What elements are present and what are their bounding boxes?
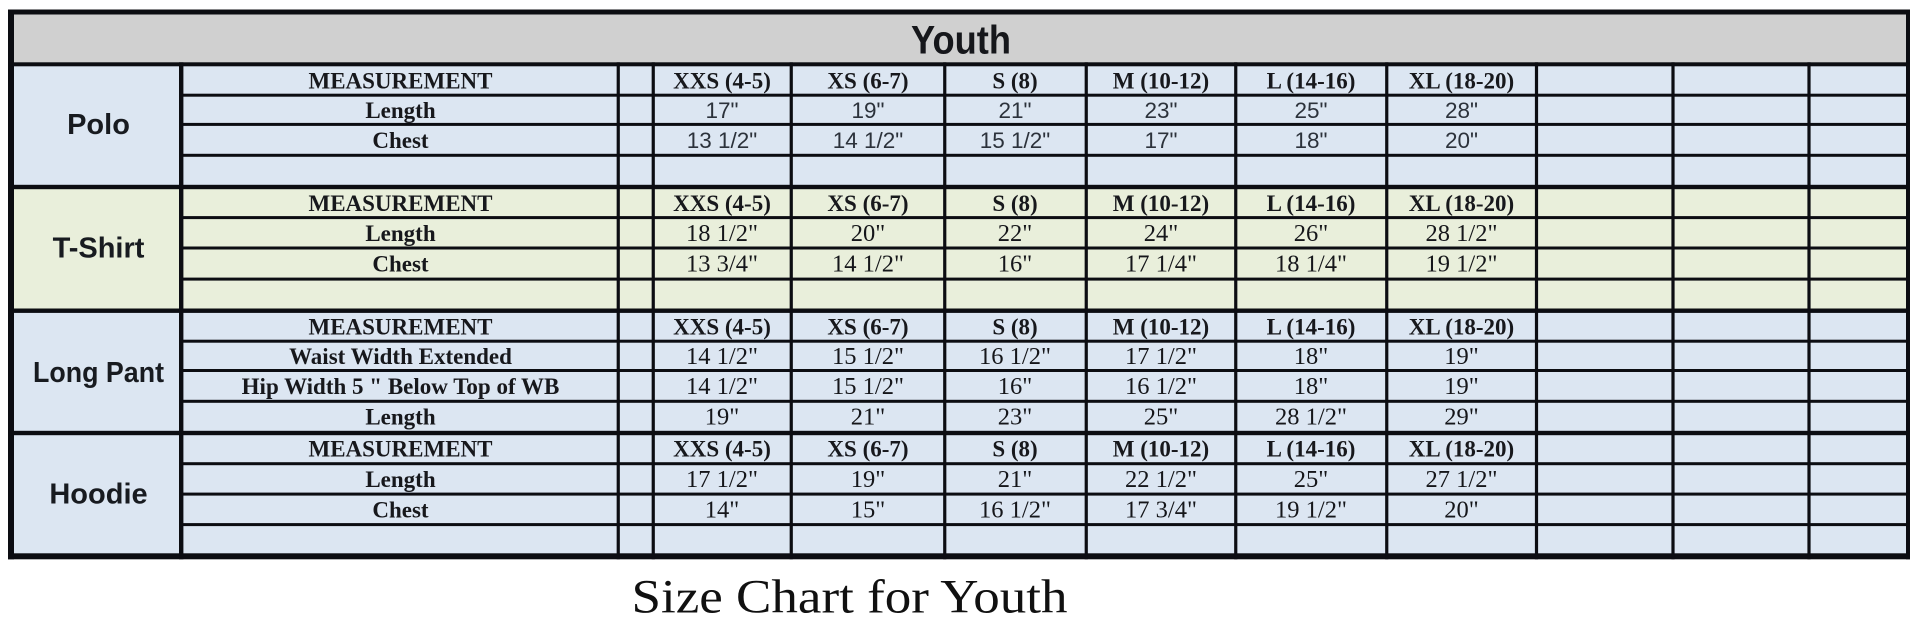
- svg-text:Long Pant: Long Pant: [33, 357, 164, 389]
- svg-text:14 1/2": 14 1/2": [686, 343, 758, 370]
- svg-text:MEASUREMENT: MEASUREMENT: [308, 437, 492, 462]
- svg-text:S (8): S (8): [992, 69, 1037, 94]
- svg-text:19": 19": [851, 98, 884, 123]
- svg-text:24": 24": [1144, 220, 1179, 247]
- svg-text:Waist Width Extended: Waist Width Extended: [289, 344, 512, 369]
- svg-text:18": 18": [1294, 128, 1327, 153]
- svg-text:17": 17": [705, 98, 738, 123]
- svg-text:Chest: Chest: [372, 252, 429, 277]
- svg-text:XL (18-20): XL (18-20): [1409, 191, 1514, 216]
- svg-text:XXS (4-5): XXS (4-5): [673, 69, 771, 94]
- svg-text:19": 19": [1444, 373, 1479, 400]
- svg-text:16": 16": [998, 373, 1033, 400]
- svg-text:20": 20": [1445, 128, 1478, 153]
- svg-text:29": 29": [1444, 404, 1479, 431]
- svg-text:14 1/2": 14 1/2": [833, 128, 904, 153]
- svg-text:17 1/2": 17 1/2": [1125, 343, 1197, 370]
- svg-text:15": 15": [851, 497, 886, 524]
- svg-text:MEASUREMENT: MEASUREMENT: [308, 315, 492, 340]
- svg-text:L (14-16): L (14-16): [1267, 437, 1356, 462]
- svg-text:23": 23": [1144, 98, 1177, 123]
- svg-text:25": 25": [1294, 98, 1327, 123]
- svg-text:17": 17": [1144, 128, 1177, 153]
- svg-text:S (8): S (8): [992, 191, 1037, 216]
- svg-text:S (8): S (8): [992, 315, 1037, 340]
- svg-text:21": 21": [998, 466, 1033, 493]
- svg-text:28": 28": [1445, 98, 1478, 123]
- svg-text:23": 23": [998, 404, 1033, 431]
- svg-text:25": 25": [1294, 466, 1329, 493]
- svg-text:XL (18-20): XL (18-20): [1409, 69, 1514, 94]
- svg-text:22": 22": [998, 220, 1033, 247]
- svg-text:20": 20": [851, 220, 886, 247]
- svg-text:M (10-12): M (10-12): [1113, 437, 1209, 462]
- svg-text:Chest: Chest: [372, 128, 429, 153]
- svg-text:19": 19": [705, 404, 740, 431]
- svg-text:14 1/2": 14 1/2": [686, 373, 758, 400]
- svg-text:14 1/2": 14 1/2": [832, 251, 904, 278]
- svg-text:XXS (4-5): XXS (4-5): [673, 191, 771, 216]
- svg-text:Hoodie: Hoodie: [49, 479, 147, 511]
- svg-text:21": 21": [998, 98, 1031, 123]
- svg-text:MEASUREMENT: MEASUREMENT: [308, 191, 492, 216]
- svg-text:14": 14": [705, 497, 740, 524]
- svg-text:XXS (4-5): XXS (4-5): [673, 437, 771, 462]
- svg-text:XXS (4-5): XXS (4-5): [673, 315, 771, 340]
- svg-text:15 1/2": 15 1/2": [980, 128, 1051, 153]
- svg-text:15 1/2": 15 1/2": [832, 373, 904, 400]
- svg-text:13 3/4": 13 3/4": [686, 251, 758, 278]
- svg-text:19 1/2": 19 1/2": [1275, 497, 1347, 524]
- svg-text:XL (18-20): XL (18-20): [1409, 315, 1514, 340]
- svg-text:Length: Length: [365, 221, 436, 246]
- svg-text:Length: Length: [365, 98, 436, 123]
- svg-text:17 3/4": 17 3/4": [1125, 497, 1197, 524]
- svg-text:21": 21": [851, 404, 886, 431]
- svg-text:XS (6-7): XS (6-7): [827, 191, 908, 216]
- svg-text:18 1/2": 18 1/2": [686, 220, 758, 247]
- svg-text:22 1/2": 22 1/2": [1125, 466, 1197, 493]
- svg-text:M (10-12): M (10-12): [1113, 191, 1209, 216]
- svg-text:Youth: Youth: [911, 19, 1011, 63]
- svg-text:25": 25": [1144, 404, 1179, 431]
- svg-text:Length: Length: [365, 405, 436, 430]
- svg-text:27 1/2": 27 1/2": [1426, 466, 1498, 493]
- svg-text:16 1/2": 16 1/2": [1125, 373, 1197, 400]
- svg-text:18 1/4": 18 1/4": [1275, 251, 1347, 278]
- svg-text:XS (6-7): XS (6-7): [827, 69, 908, 94]
- svg-text:18": 18": [1294, 373, 1329, 400]
- svg-text:28 1/2": 28 1/2": [1426, 220, 1498, 247]
- svg-text:M (10-12): M (10-12): [1113, 69, 1209, 94]
- svg-text:17 1/2": 17 1/2": [686, 466, 758, 493]
- svg-text:S (8): S (8): [992, 437, 1037, 462]
- svg-text:MEASUREMENT: MEASUREMENT: [308, 69, 492, 94]
- svg-text:26": 26": [1294, 220, 1329, 247]
- svg-text:Chest: Chest: [372, 498, 429, 523]
- svg-text:20": 20": [1444, 497, 1479, 524]
- svg-text:Size Chart for Youth: Size Chart for Youth: [632, 572, 1068, 624]
- svg-text:L (14-16): L (14-16): [1267, 69, 1356, 94]
- svg-text:XS (6-7): XS (6-7): [827, 315, 908, 340]
- svg-text:L (14-16): L (14-16): [1267, 191, 1356, 216]
- svg-text:28 1/2": 28 1/2": [1275, 404, 1347, 431]
- svg-text:XL (18-20): XL (18-20): [1409, 437, 1514, 462]
- svg-text:16 1/2": 16 1/2": [979, 343, 1051, 370]
- svg-text:Length: Length: [365, 467, 436, 492]
- svg-text:XS (6-7): XS (6-7): [827, 437, 908, 462]
- svg-text:19": 19": [851, 466, 886, 493]
- svg-text:19": 19": [1444, 343, 1479, 370]
- svg-text:18": 18": [1294, 343, 1329, 370]
- svg-text:Hip Width 5 " Below Top of WB: Hip Width 5 " Below Top of WB: [242, 374, 560, 399]
- svg-text:16": 16": [998, 251, 1033, 278]
- svg-text:L (14-16): L (14-16): [1267, 315, 1356, 340]
- svg-text:19 1/2": 19 1/2": [1426, 251, 1498, 278]
- svg-text:T-Shirt: T-Shirt: [53, 233, 145, 265]
- svg-text:15 1/2": 15 1/2": [832, 343, 904, 370]
- svg-text:M (10-12): M (10-12): [1113, 315, 1209, 340]
- svg-text:16 1/2": 16 1/2": [979, 497, 1051, 524]
- svg-text:13 1/2": 13 1/2": [687, 128, 758, 153]
- svg-text:Polo: Polo: [67, 109, 130, 141]
- svg-text:17 1/4": 17 1/4": [1125, 251, 1197, 278]
